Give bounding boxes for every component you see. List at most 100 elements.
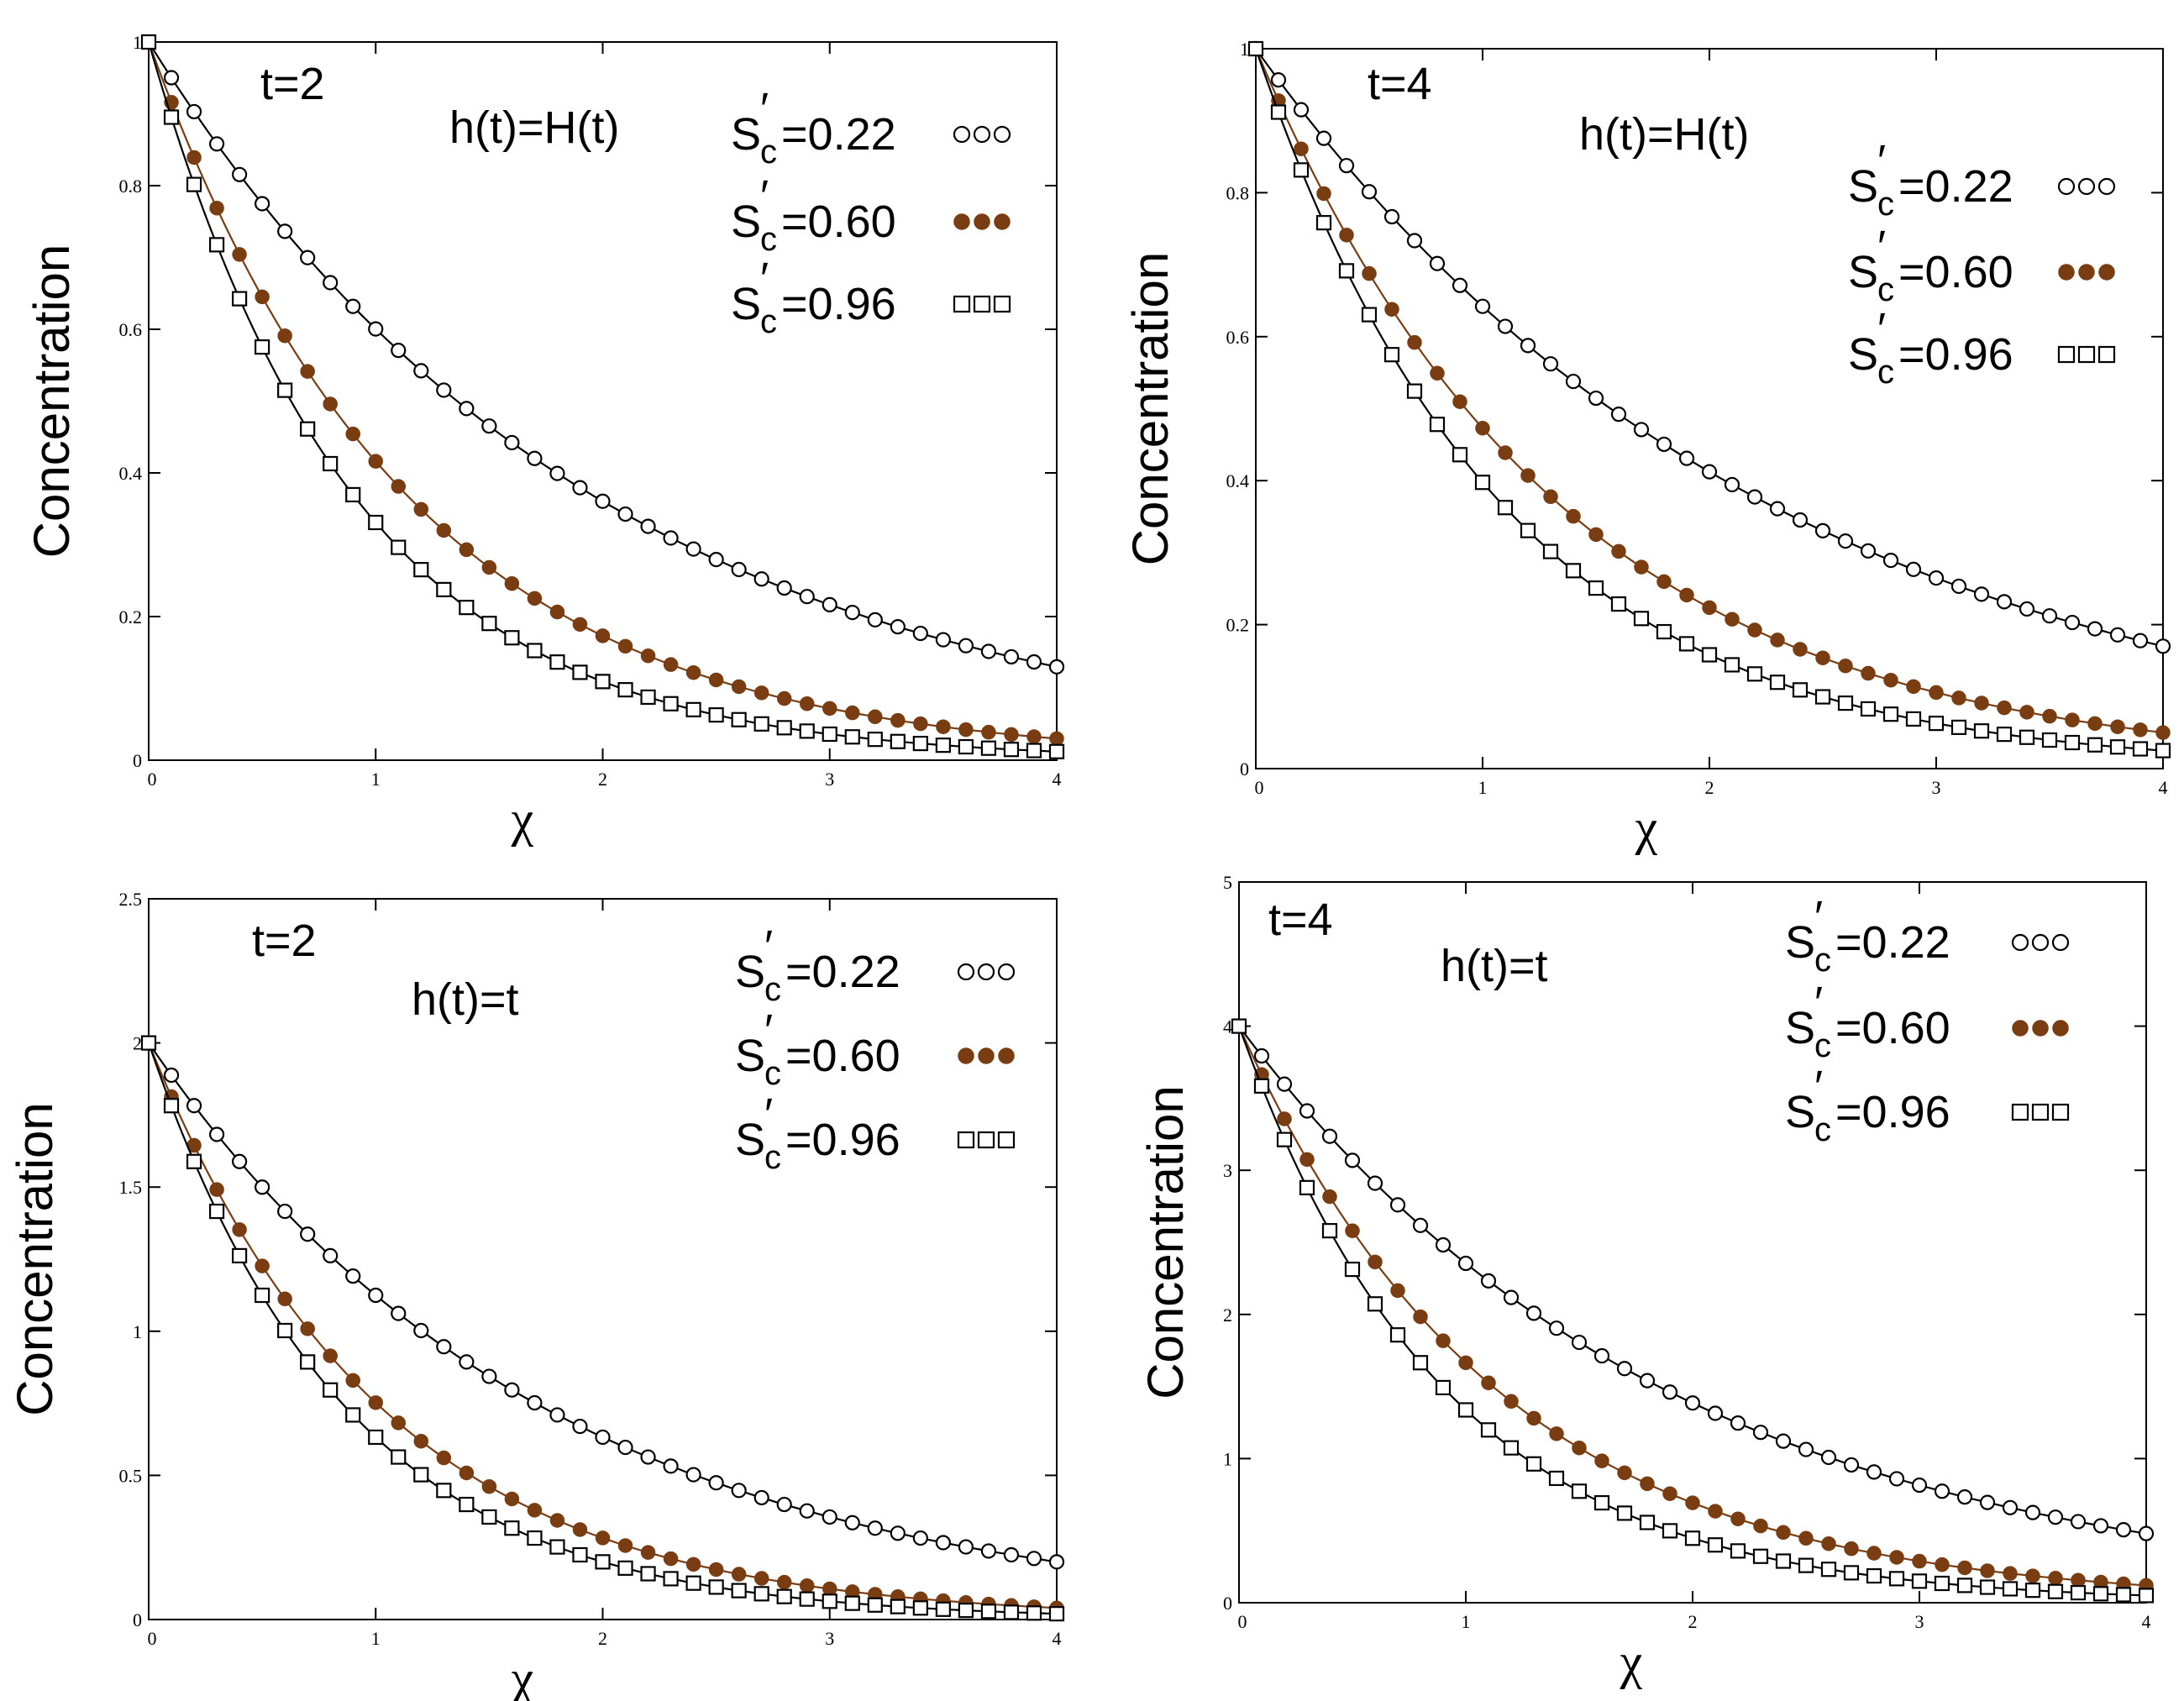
y-tick-label: 2 xyxy=(133,1033,142,1054)
y-tick-label: 0.4 xyxy=(1226,470,1250,491)
data-point xyxy=(890,733,906,749)
data-point xyxy=(1656,436,1672,453)
data-point xyxy=(663,1571,679,1587)
legend-marker xyxy=(957,963,975,981)
legend-subscript: c xyxy=(1877,271,1894,308)
data-point xyxy=(1048,659,1065,675)
chart-panel-3: 0 0.5 1 1.5 2 2.5 0 1 2 3 4 Concentration χ t=2 h(t)=t… xyxy=(7,889,1065,1701)
data-point xyxy=(912,1600,928,1616)
data-point xyxy=(1389,1327,1406,1343)
data-point xyxy=(753,1489,769,1506)
data-point xyxy=(2064,734,2081,751)
data-point xyxy=(323,1348,338,1363)
legend-marker xyxy=(998,1047,1015,1064)
data-point xyxy=(980,1543,997,1559)
data-point xyxy=(1565,563,1582,579)
data-point xyxy=(459,1496,475,1513)
x-axis-label: χ xyxy=(1620,1634,1643,1689)
data-point xyxy=(935,1535,951,1551)
data-point xyxy=(1390,1283,1405,1299)
y-tick-label: 0.6 xyxy=(119,319,143,340)
data-point xyxy=(1571,1483,1588,1499)
legend-subscript: c xyxy=(764,1139,781,1176)
data-point xyxy=(413,501,429,517)
data-point xyxy=(368,1287,384,1304)
x-tick-label: 2 xyxy=(598,1628,607,1649)
data-point xyxy=(368,1429,384,1446)
chart-panel-2: 0 0.2 0.4 0.6 0.8 1 0 1 2 3 4 Concentration χ t=4 h(t)… xyxy=(1122,39,2171,855)
legend-subscript: c xyxy=(760,221,777,258)
legend-s-symbol: S xyxy=(735,947,765,997)
data-point xyxy=(844,1595,860,1611)
data-point xyxy=(617,1538,633,1553)
data-point xyxy=(1889,1550,1904,1565)
data-point xyxy=(1474,298,1491,314)
series-circle xyxy=(1231,1018,2155,1541)
data-point xyxy=(572,480,588,496)
legend-marker xyxy=(977,963,995,981)
data-point xyxy=(1344,1152,1361,1168)
data-point xyxy=(140,1035,157,1051)
legend-marker xyxy=(977,1131,995,1149)
data-point xyxy=(1520,468,1536,483)
data-point xyxy=(912,1530,928,1546)
data-point xyxy=(2002,1581,2019,1597)
data-point xyxy=(2109,739,2126,755)
data-point xyxy=(549,1539,565,1555)
data-point xyxy=(345,426,360,442)
data-point xyxy=(617,506,633,522)
data-point xyxy=(799,1591,815,1607)
data-point xyxy=(867,732,883,748)
data-point xyxy=(572,1522,588,1537)
legend-label: =0.60 xyxy=(1835,1003,1950,1053)
x-tick-label: 4 xyxy=(2159,777,2168,798)
legend-marker xyxy=(2097,345,2116,364)
data-point xyxy=(1979,1494,1996,1510)
data-point xyxy=(1474,475,1491,491)
data-point xyxy=(2155,638,2171,654)
data-point xyxy=(481,1478,497,1494)
y-tick-label: 0.8 xyxy=(1226,182,1250,203)
data-point xyxy=(1678,636,1695,652)
data-point xyxy=(1458,1355,1473,1371)
data-point xyxy=(1678,450,1695,466)
data-point xyxy=(527,1394,543,1411)
legend-prime-mark: ′ xyxy=(1877,222,1886,272)
data-point xyxy=(731,711,747,727)
data-point xyxy=(1293,162,1310,178)
data-point xyxy=(617,1560,633,1576)
data-point xyxy=(1950,719,1967,735)
series-square xyxy=(140,34,1065,759)
data-point xyxy=(1974,696,1989,711)
y-axis-label: Concentration xyxy=(7,1102,63,1416)
data-point xyxy=(1270,104,1287,120)
x-tick-label: 4 xyxy=(2142,1611,2151,1632)
data-point xyxy=(822,1581,837,1597)
legend-marker xyxy=(2031,1103,2050,1121)
legend-marker xyxy=(2011,933,2029,952)
data-point xyxy=(2025,1568,2040,1583)
data-point xyxy=(277,1291,292,1307)
data-point xyxy=(663,1551,679,1567)
y-axis-label: Concentration xyxy=(1137,1085,1194,1399)
data-point xyxy=(208,1203,225,1220)
data-point xyxy=(1247,40,1264,57)
data-point xyxy=(1753,1518,1768,1534)
data-point xyxy=(527,1503,543,1518)
data-point xyxy=(391,1305,407,1321)
legend-marker xyxy=(957,1131,975,1149)
series-circle xyxy=(1247,40,2171,654)
data-point xyxy=(1662,1523,1678,1539)
data-point xyxy=(708,707,724,723)
data-point xyxy=(1656,574,1672,590)
data-point xyxy=(504,1491,520,1507)
data-point xyxy=(1888,1471,1905,1487)
legend-s-symbol: S xyxy=(731,109,761,160)
data-point xyxy=(1383,208,1400,225)
y-tick-label: 0 xyxy=(1223,1593,1232,1614)
data-point xyxy=(799,1578,815,1593)
data-point xyxy=(436,1339,452,1355)
data-point xyxy=(1338,158,1355,174)
data-point xyxy=(1883,672,1898,688)
